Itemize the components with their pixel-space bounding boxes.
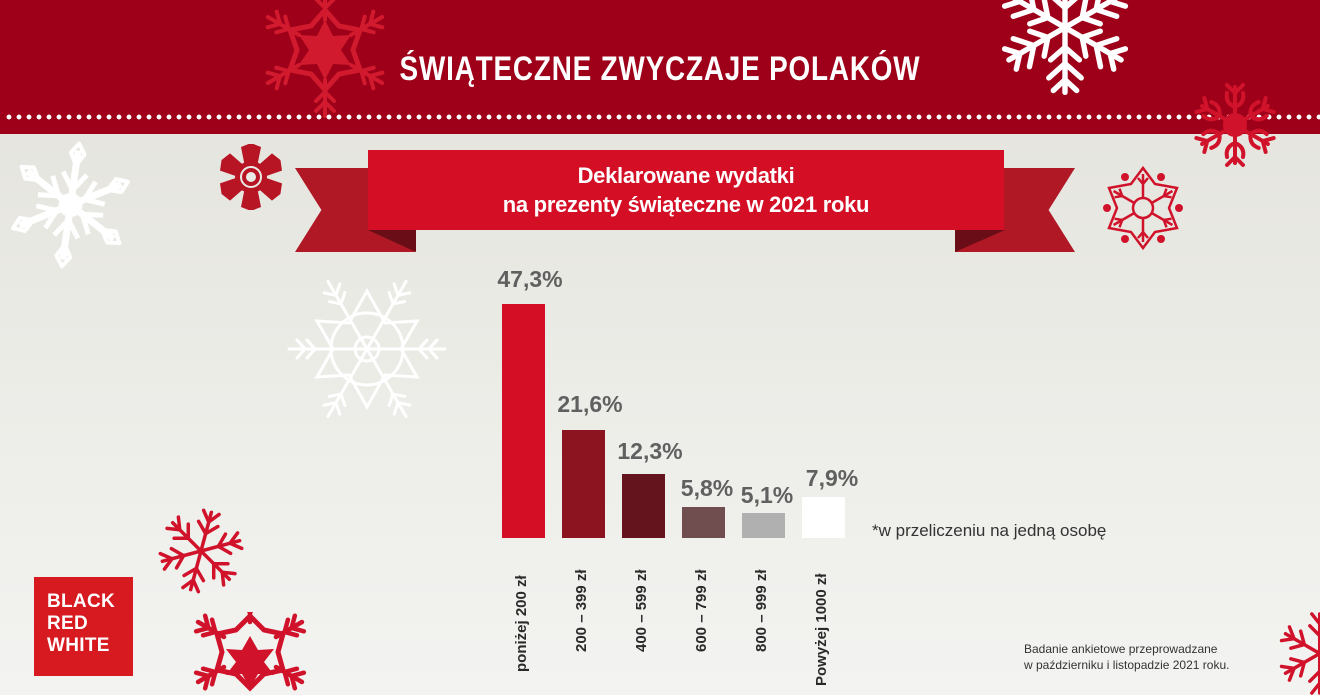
- bar-powyzej-1000: [802, 497, 845, 538]
- bar-400-599: [622, 474, 665, 538]
- category-label: Powyżej 1000 zł: [813, 573, 830, 686]
- red-snowflake-icon: [1278, 612, 1320, 695]
- chart-title-ribbon: Deklarowane wydatki na prezenty świątecz…: [368, 150, 1004, 230]
- bar-800-999: [742, 513, 785, 538]
- bar-value-label: 5,8%: [680, 475, 734, 501]
- bar-value-label: 21,6%: [557, 391, 623, 417]
- chart-title-line-2: na prezenty świąteczne w 2021 roku: [502, 192, 870, 217]
- bar-value-label: 5,1%: [740, 482, 794, 508]
- header-banner: ŚWIĄTECZNE ZWYCZAJE POLAKÓW: [0, 0, 1320, 134]
- source-note: Badanie ankietowe przeprowadzane w paźdz…: [1024, 641, 1229, 673]
- red-snowflake-icon: [216, 144, 286, 210]
- bar-value-label: 47,3%: [497, 266, 563, 292]
- red-snowflake-icon: [156, 508, 246, 594]
- bar-600-799: [682, 507, 725, 538]
- bar-ponizej-200: [502, 304, 545, 538]
- page-title: ŚWIĄTECZNE ZWYCZAJE POLAKÓW: [399, 50, 921, 88]
- category-label: 200 – 399 zł: [573, 569, 590, 652]
- white-snowflake-icon: [990, 0, 1140, 95]
- bar-value-label: 12,3%: [617, 438, 683, 464]
- logo-line-white: WHITE: [47, 635, 110, 656]
- ornate-snowflake-icon: [1194, 83, 1276, 167]
- white-snowflake-icon: [287, 280, 447, 418]
- chart-title-line-1: Deklarowane wydatki: [577, 163, 795, 188]
- source-line-2: w październiku i listopadzie 2021 roku.: [1024, 658, 1230, 672]
- bar-value-label: 7,9%: [805, 465, 859, 491]
- logo-line-black: BLACK: [47, 591, 115, 612]
- white-snowflake-icon: [8, 141, 133, 270]
- footnote: *w przeliczeniu na jedną osobę: [872, 521, 1107, 540]
- category-label: 600 – 799 zł: [693, 569, 710, 652]
- outline-snowflake-icon: [1103, 165, 1183, 251]
- category-label: poniżej 200 zł: [513, 575, 530, 672]
- bar-200-399: [562, 430, 605, 538]
- source-line-1: Badanie ankietowe przeprowadzane: [1024, 642, 1218, 656]
- logo-line-red: RED: [47, 613, 89, 634]
- star-snowflake-icon: [261, 0, 389, 118]
- category-label: 800 – 999 zł: [753, 569, 770, 652]
- dotted-divider: [4, 114, 1320, 120]
- brand-logo: BLACK RED WHITE: [34, 577, 133, 676]
- category-label: 400 – 599 zł: [633, 569, 650, 652]
- star-snowflake-icon: [185, 612, 315, 695]
